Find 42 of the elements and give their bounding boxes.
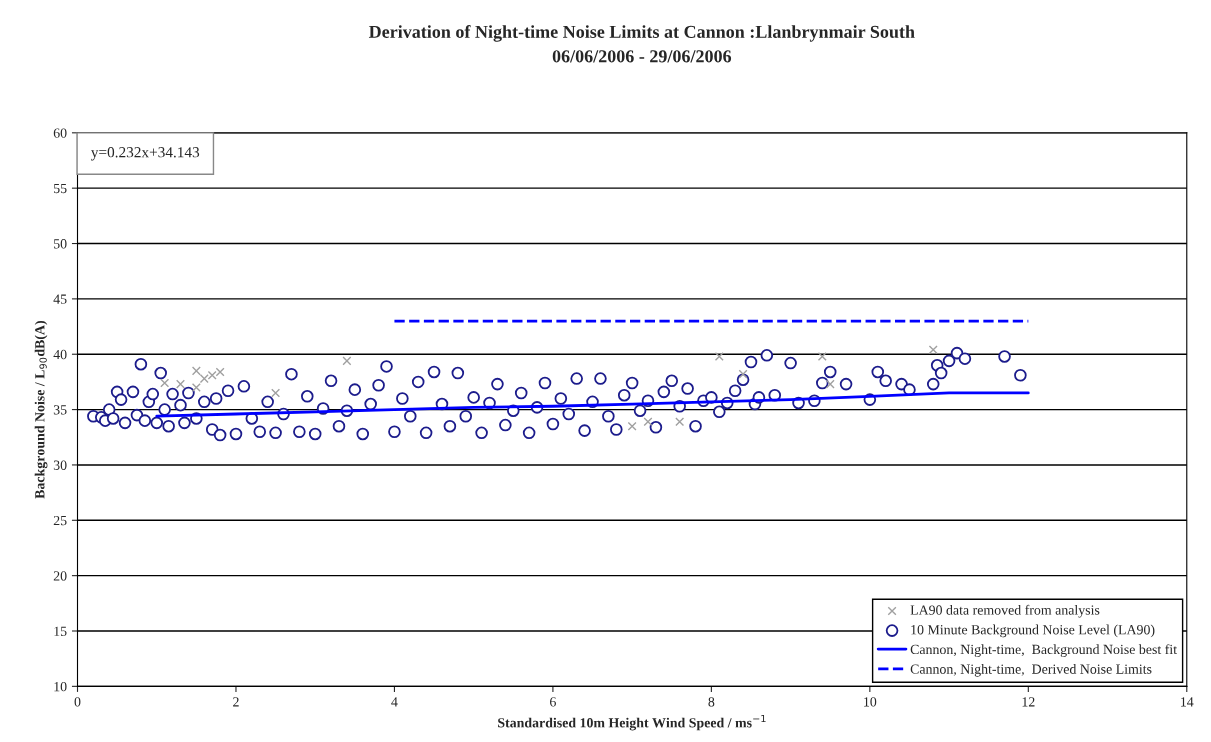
chart-subtitle: 06/06/2006 - 29/06/2006 bbox=[552, 50, 732, 63]
point bbox=[675, 417, 685, 427]
y-tick-label: 50 bbox=[54, 239, 67, 249]
point bbox=[928, 345, 938, 355]
point bbox=[191, 382, 201, 392]
y-tick-label: 35 bbox=[53, 405, 67, 415]
y-tick-label: 55 bbox=[54, 183, 67, 194]
x-tick-label: 10 bbox=[864, 697, 877, 707]
legend-label: LA90 data removed from analysis bbox=[910, 604, 1100, 618]
point bbox=[271, 388, 281, 398]
x-tick-label: 0 bbox=[74, 697, 81, 707]
x-tick-label: 12 bbox=[1022, 697, 1035, 707]
point bbox=[643, 417, 653, 427]
point bbox=[160, 378, 170, 388]
x-tick-label: 6 bbox=[550, 697, 556, 707]
point bbox=[176, 379, 186, 389]
point bbox=[342, 356, 352, 366]
point bbox=[191, 366, 201, 376]
y-tick-label: 15 bbox=[54, 626, 67, 636]
point bbox=[825, 379, 835, 389]
legend-label: 10 Minute Background Noise Level (LA90) bbox=[911, 624, 1155, 638]
y-tick-label: 10 bbox=[54, 681, 67, 692]
point bbox=[714, 351, 724, 361]
y-tick-label: 40 bbox=[53, 349, 67, 360]
annotation: y=0.232x+34.143 bbox=[91, 147, 200, 161]
x-tick-label: 8 bbox=[708, 697, 715, 707]
x-tick-label: 4 bbox=[391, 697, 398, 707]
legend-label: Cannon, Night-time, Background Noise best fit bbox=[910, 644, 1177, 657]
point bbox=[817, 351, 827, 361]
x-axis-title: Standardised 10m Height Wind Speed / ms$^{−1}$ bbox=[498, 714, 766, 731]
y-tick-label: 30 bbox=[53, 460, 67, 470]
legend-label: Cannon, Night-time, Derived Noise Limits bbox=[910, 663, 1152, 677]
point bbox=[627, 421, 637, 431]
point bbox=[738, 369, 748, 379]
y-tick-label: 20 bbox=[53, 571, 67, 581]
y-tick-label: 45 bbox=[53, 294, 67, 304]
x-tick-label: 2 bbox=[233, 697, 239, 707]
y-tick-label: 25 bbox=[53, 515, 67, 526]
chart-title: Derivation of Night-time Noise Limits at Cannon :Llanbrynmair South bbox=[368, 25, 915, 42]
x-tick-label: 14 bbox=[1181, 697, 1194, 707]
y-tick-label: 60 bbox=[53, 128, 67, 138]
y-axis-title: Background Noise / L$_{90}$dB(A) bbox=[34, 321, 48, 499]
